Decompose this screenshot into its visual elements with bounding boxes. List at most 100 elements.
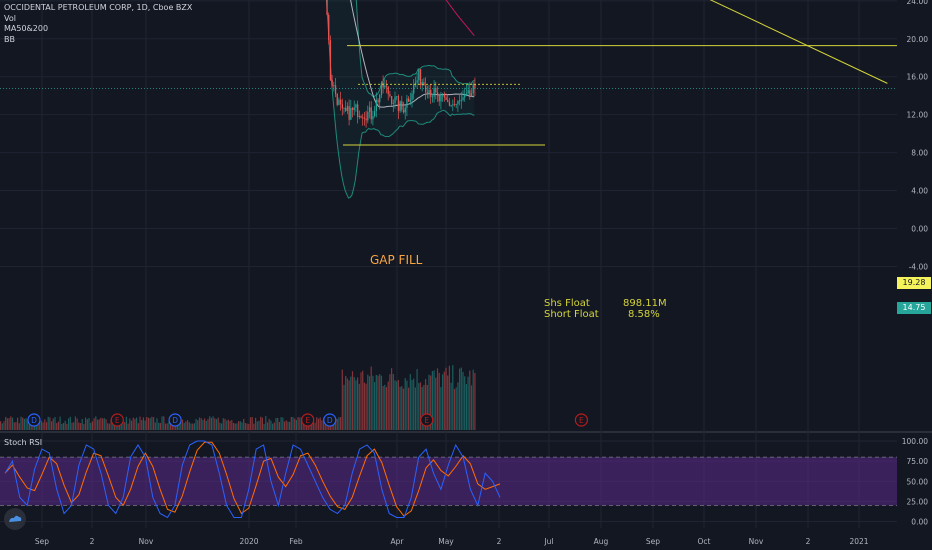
volume-bar (263, 423, 265, 430)
stoch-rsi-label[interactable]: Stoch RSI (4, 438, 43, 447)
volume-bar (229, 420, 231, 430)
candle-body (445, 97, 447, 100)
volume-bar (183, 422, 185, 430)
volume-bar (10, 416, 12, 430)
volume-bar (22, 417, 24, 430)
volume-bar (17, 417, 19, 430)
volume-bar (413, 378, 415, 430)
candle-body (469, 90, 471, 97)
volume-bar (358, 383, 360, 430)
volume-bar (3, 421, 5, 430)
bb-lower (325, 0, 475, 199)
volume-bar (190, 423, 192, 430)
volume-bar (460, 367, 462, 430)
candle-body (413, 84, 415, 94)
candle-body (460, 99, 462, 101)
volume-bar (265, 416, 267, 430)
candle-body (357, 104, 359, 117)
price-tick-label: 4.00 (911, 187, 928, 196)
volume-bar (321, 420, 323, 430)
candle-body (457, 100, 459, 105)
volume-bar (338, 417, 340, 430)
volume-bar (139, 416, 141, 430)
event-marker[interactable] (168, 413, 182, 427)
volume-bar (445, 367, 447, 430)
candle-body (367, 111, 369, 121)
volume-bar (71, 422, 73, 430)
indicator-bb[interactable]: BB (4, 34, 15, 44)
event-marker[interactable] (110, 413, 124, 427)
volume-bar (147, 417, 150, 430)
volume-bar (426, 385, 428, 430)
volume-bar (15, 422, 17, 430)
volume-bar (452, 365, 454, 430)
volume-bar (49, 417, 51, 430)
volume-bar (455, 387, 457, 430)
event-marker[interactable] (420, 413, 434, 427)
volume-bar (256, 421, 258, 430)
volume-bar (226, 420, 228, 430)
volume-bar (372, 375, 374, 430)
volume-bar (334, 417, 337, 430)
event-marker[interactable] (27, 413, 41, 427)
candle-body (360, 116, 362, 118)
candle-body (428, 89, 430, 95)
volume-bar (360, 372, 362, 430)
event-marker[interactable] (323, 413, 337, 427)
volume-bar (363, 382, 365, 430)
volume-bar (443, 371, 445, 430)
volume-bar (297, 417, 299, 430)
volume-bar (187, 420, 189, 430)
volume-bar (132, 417, 134, 430)
volume-bar (181, 419, 184, 430)
event-marker-label: D (172, 416, 178, 425)
volume-bar (83, 423, 85, 430)
tradingview-logo-icon (4, 508, 26, 530)
price-candles (326, 0, 476, 128)
indicator-vol[interactable]: Vol (4, 13, 16, 23)
candle-body (345, 107, 347, 111)
volume-bar (178, 423, 180, 430)
volume-bar (238, 421, 240, 430)
volume-bar (161, 416, 163, 430)
drawings[interactable] (0, 0, 897, 146)
event-marker[interactable] (301, 413, 315, 427)
price-tick-label: 12.00 (907, 111, 929, 120)
volume-bar (397, 380, 399, 430)
volume-bar (56, 423, 58, 430)
volume-bar (144, 420, 146, 430)
candle-body (326, 0, 328, 15)
volume-bar (79, 423, 82, 430)
candle-body (455, 104, 457, 105)
volume-bar (295, 420, 297, 430)
volume-bar (204, 418, 206, 430)
volume-bar (209, 416, 211, 430)
volume-bar (20, 416, 22, 430)
volume-bar (90, 422, 92, 430)
candle-body (399, 101, 401, 111)
volume-bar (430, 375, 432, 430)
volume-bar (348, 380, 350, 430)
symbol-title[interactable]: OCCIDENTAL PETROLEUM CORP, 1D, Cboe BZX (4, 3, 193, 12)
candle-body (440, 95, 442, 102)
volume-bar (253, 423, 255, 430)
volume-bar (246, 423, 248, 430)
volume-bar (448, 365, 450, 430)
volume-bar (450, 382, 452, 430)
indicator-ma[interactable]: MA50&200 (4, 24, 49, 33)
volume-bar (6, 418, 8, 430)
volume-bar (379, 374, 381, 430)
volume-bar (414, 387, 416, 430)
volume-bar (66, 423, 68, 430)
volume-bar (198, 417, 201, 430)
volume-bar (368, 376, 371, 430)
volume-bar (127, 423, 129, 430)
volume-bar (195, 418, 197, 430)
candle-body (385, 85, 388, 87)
volume-bar (467, 376, 469, 430)
volume-bar (166, 423, 168, 430)
volume-bar (236, 423, 238, 430)
event-marker[interactable] (574, 413, 589, 427)
